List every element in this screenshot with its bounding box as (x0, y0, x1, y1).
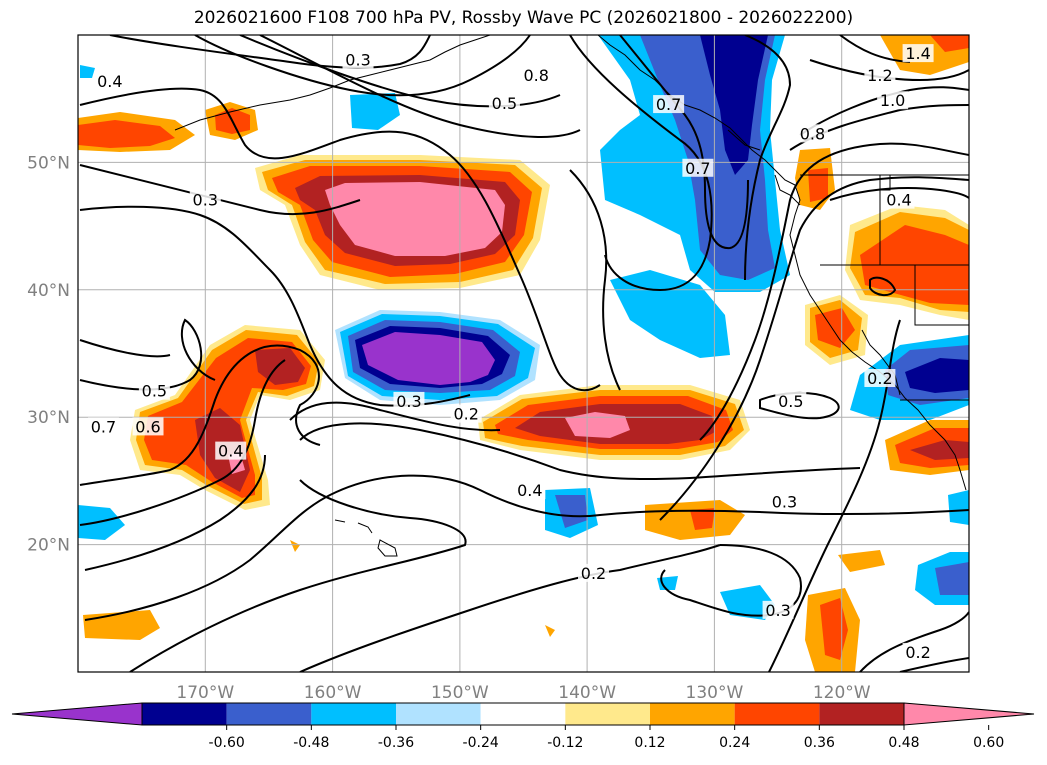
colorbar-tick-label: -0.36 (378, 735, 414, 751)
contour-label-bg (864, 65, 896, 84)
negative-anomaly-central-pacific (335, 310, 540, 405)
positive-anomaly-subtropical (478, 385, 750, 460)
contour-label-bg (902, 642, 934, 661)
contour-label: 0.7 (685, 159, 710, 178)
lon-tick-label: 150°W (431, 683, 489, 703)
contour-label: 0.5 (142, 382, 167, 401)
contour-label: 0.4 (517, 481, 542, 500)
lat-axis: 50°N 40°N 30°N 20°N (27, 153, 70, 555)
small-anomalies (78, 488, 885, 672)
contour-label-bg (768, 492, 800, 511)
contour-label: 0.4 (218, 442, 243, 461)
colorbar-tick-label: 0.12 (634, 735, 665, 751)
lon-axis: 170°W 160°W 150°W 140°W 130°W 120°W (176, 683, 870, 703)
map-frame (77, 34, 970, 673)
contour-label-bg (775, 391, 807, 410)
contour-label-bg (682, 158, 714, 177)
lon-tick-label: 120°W (813, 683, 871, 703)
colorbar-extend-low (11, 702, 143, 726)
colorbar-segment (565, 703, 650, 725)
colorbar-segment (480, 703, 566, 725)
lon-tick-label: 170°W (176, 683, 234, 703)
colorbar-segment (396, 703, 481, 725)
contour-label: 1.0 (880, 91, 905, 110)
colorbar-segment (311, 703, 396, 725)
contour-label-bg (450, 404, 482, 423)
coastlines (174, 35, 969, 557)
contour-label: 0.3 (193, 191, 218, 210)
contour-label-bg (94, 72, 126, 91)
contour-label: 0.8 (800, 124, 825, 143)
contour-label-bg (578, 563, 610, 582)
contour-label: 1.4 (905, 44, 930, 63)
contour-label: 0.8 (524, 66, 549, 85)
colorbar-tick-label: -0.12 (547, 735, 583, 751)
positive-anomaly-great-basin (805, 205, 969, 365)
contour-label-bg (514, 481, 546, 500)
contour-label-bg (189, 190, 221, 209)
colorbar-tick-label: -0.60 (209, 735, 245, 751)
colorbar-tick-label: 0.48 (888, 735, 919, 751)
contour-label-bg (393, 391, 425, 410)
colorbar-segment (142, 703, 227, 725)
colorbar-tick-label: 0.60 (973, 735, 1004, 751)
colorbar-tick-label: -0.24 (463, 735, 499, 751)
lat-tick-label: 20°N (27, 536, 70, 556)
contour-label: 0.2 (581, 564, 606, 583)
contour-label: 0.4 (886, 191, 911, 210)
colorbar-tick-label: 0.24 (719, 735, 750, 751)
colorbar-segment (650, 703, 735, 725)
lat-tick-label: 30°N (27, 408, 70, 428)
contour-label: 0.5 (492, 94, 517, 113)
contour-label: 0.2 (867, 369, 892, 388)
contour-label-bg (653, 95, 685, 114)
colorbar-segment (226, 703, 312, 725)
negative-anomaly-southwest (850, 335, 969, 605)
lon-tick-label: 160°W (304, 683, 362, 703)
lat-tick-label: 40°N (27, 281, 70, 301)
colorbar-frame (141, 702, 905, 726)
contour-label: 0.7 (656, 95, 681, 114)
contour-label: 0.5 (778, 392, 803, 411)
contour-label-bg (877, 91, 909, 110)
colorbar: -0.60 -0.48 -0.36 -0.24 -0.12 0.12 0.24 0.36 0.4… (11, 702, 1035, 751)
contour-label: 1.2 (867, 66, 892, 85)
contour-label: 0.2 (905, 643, 930, 662)
contour-label-bg (132, 417, 164, 436)
contour-label: 0.2 (453, 405, 478, 424)
contour-label-bg (883, 190, 915, 209)
contour-label-bg (138, 381, 170, 400)
contour-label: 0.4 (97, 72, 122, 91)
contour-label-bg (762, 600, 794, 619)
lat-tick-label: 50°N (27, 153, 70, 173)
contour-label-bg (796, 124, 828, 143)
contour-label-bg (520, 65, 552, 84)
anomaly-shading (78, 35, 969, 672)
contour-label: 0.3 (765, 601, 790, 620)
contour-label-bg (488, 93, 520, 112)
contour-label: 0.3 (396, 392, 421, 411)
contour-label: 0.6 (135, 417, 160, 436)
colorbar-segment (734, 703, 820, 725)
contour-label-bg (864, 368, 896, 387)
contour-label: 0.3 (772, 493, 797, 512)
contour-label: 0.3 (345, 50, 370, 69)
contour-labels: 0.3 0.4 0.8 0.5 0.7 0.7 1.4 1.2 1.0 0.8 0.4 0.3 0.3 0… (87, 44, 934, 662)
colorbar-tick-label: 0.36 (804, 735, 835, 751)
map-title: 2026021600 F108 700 hPa PV, Rossby Wave … (193, 8, 854, 28)
lon-tick-label: 140°W (558, 683, 616, 703)
contour-label-bg (87, 417, 119, 436)
pv-contours (79, 35, 969, 672)
positive-anomaly-north-pacific (78, 102, 550, 290)
lon-tick-label: 130°W (686, 683, 744, 703)
contour-label: 0.7 (91, 417, 116, 436)
colorbar-tick-label: -0.48 (293, 735, 329, 751)
colorbar-extend-high (903, 702, 1035, 726)
contour-label-bg (342, 50, 374, 69)
contour-label-bg (215, 441, 247, 460)
colorbar-segment (819, 703, 904, 725)
contour-label-bg (902, 44, 934, 63)
